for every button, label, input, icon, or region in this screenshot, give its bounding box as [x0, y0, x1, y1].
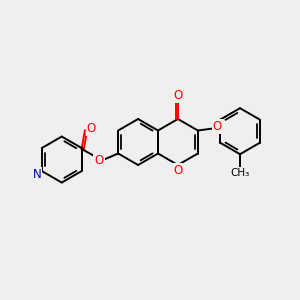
Text: O: O — [173, 164, 182, 176]
Text: CH₃: CH₃ — [230, 168, 250, 178]
Text: O: O — [86, 122, 96, 135]
Text: O: O — [94, 154, 104, 167]
Text: O: O — [173, 89, 182, 102]
Text: O: O — [212, 120, 222, 133]
Text: N: N — [32, 167, 41, 181]
